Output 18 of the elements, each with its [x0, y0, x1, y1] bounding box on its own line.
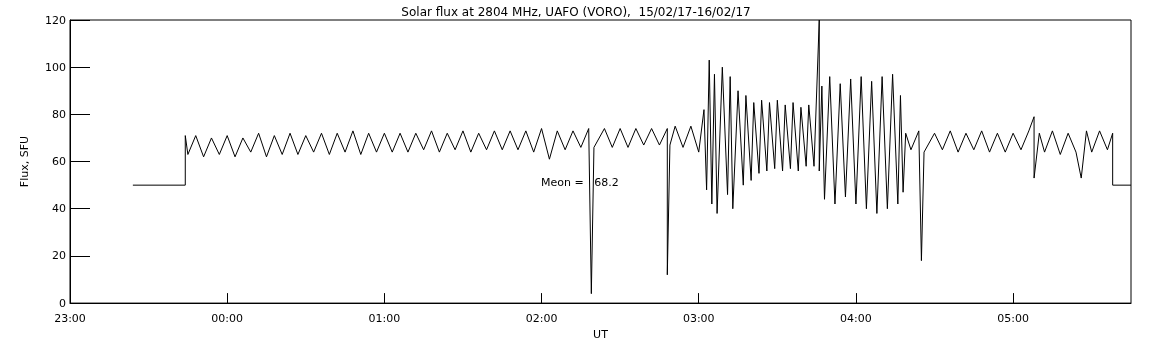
y-tick-label: 100	[45, 60, 66, 74]
x-tick-label: 01:00	[368, 312, 401, 326]
y-tick-label: 40	[52, 202, 66, 216]
y-tick-label: 0	[59, 296, 66, 310]
y-tick-label: 120	[45, 13, 66, 27]
annotation: Meon = 68.2	[541, 176, 619, 189]
x-tick-label: 03:00	[682, 312, 715, 326]
x-tick-label: 02:00	[525, 312, 558, 326]
y-tick-label: 20	[52, 249, 66, 263]
x-tick-label: 00:00	[211, 312, 244, 326]
x-tick-label: 04:00	[840, 312, 872, 326]
y-tick-label: 60	[52, 155, 66, 169]
x-tick-label: 23:00	[54, 312, 86, 326]
x-tick-label: 05:00	[997, 312, 1029, 326]
x-axis-title: UT	[593, 328, 609, 341]
y-tick-label: 80	[52, 107, 66, 121]
chart-title: Solar flux at 2804 MHz, UAFO (VORO), 15/02/17-16/02/17	[401, 5, 751, 19]
y-axis-title: Flux, SFU	[18, 135, 31, 188]
